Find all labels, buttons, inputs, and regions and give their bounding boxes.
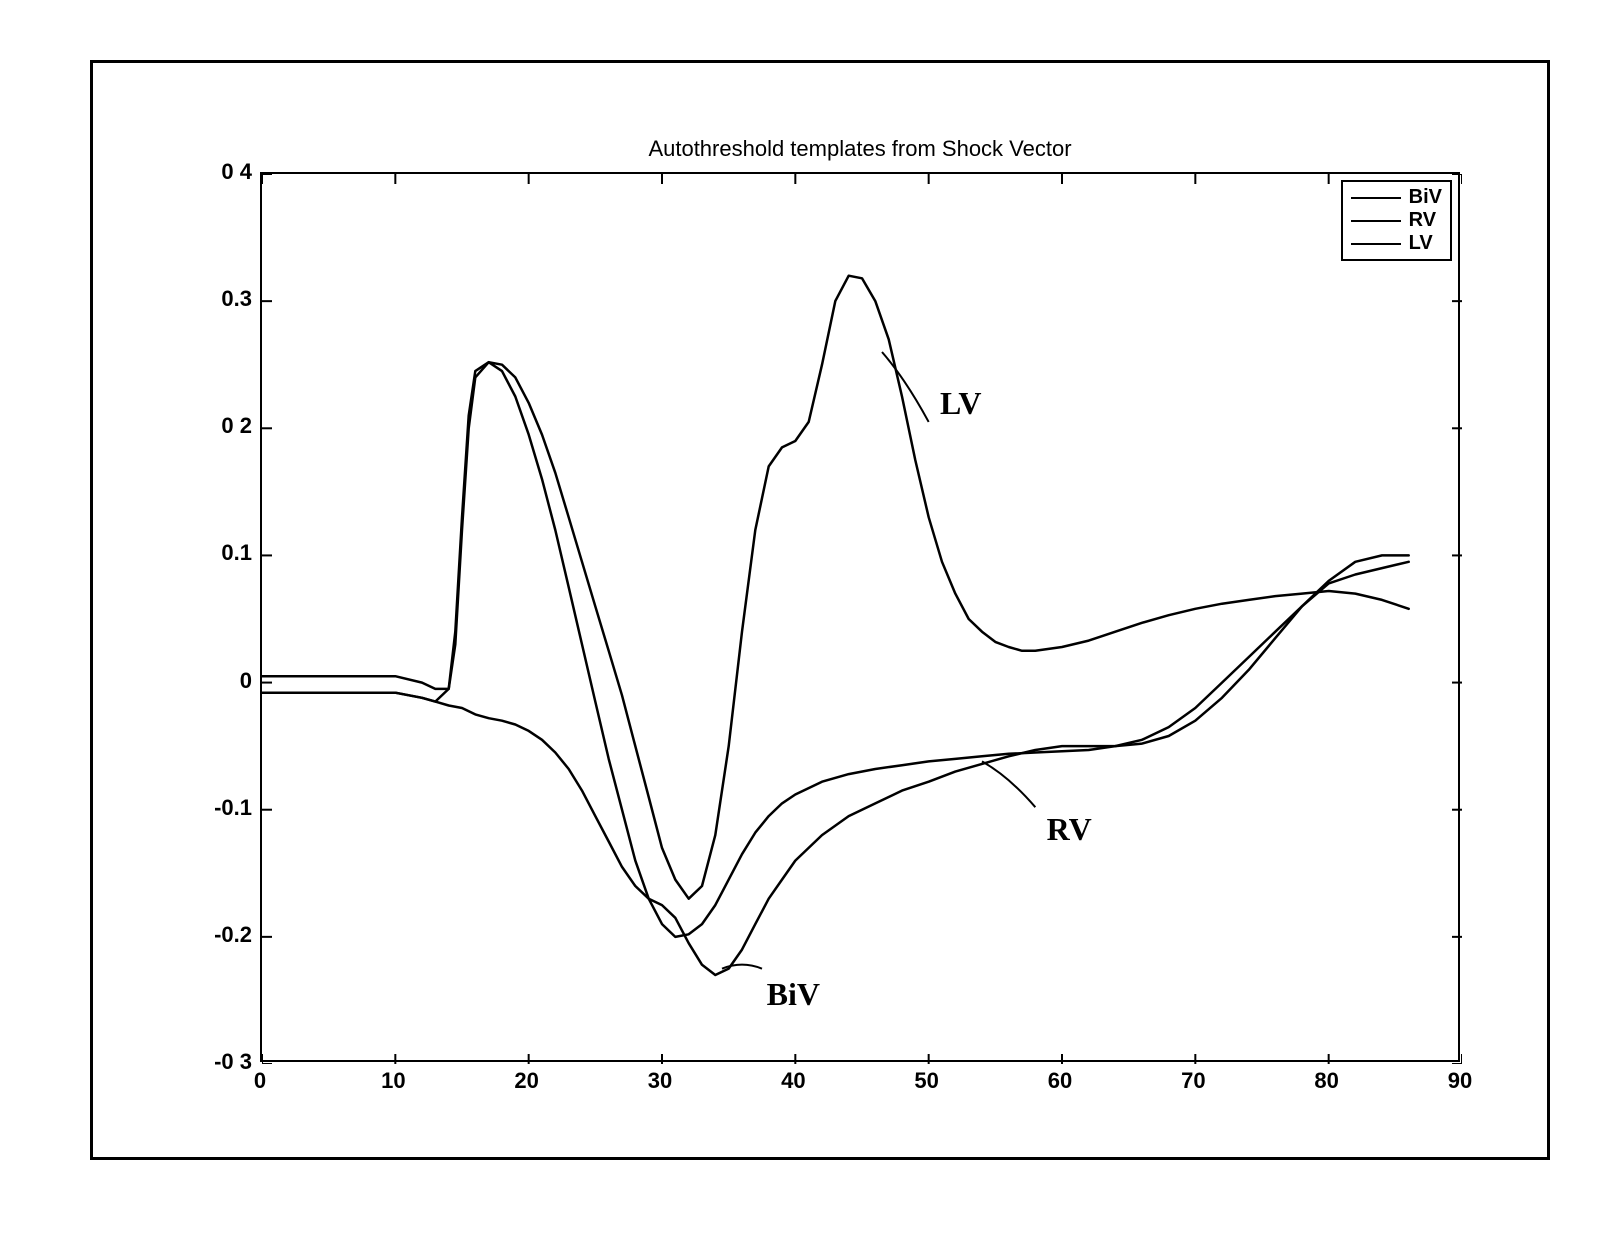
x-tick-label: 60 [1030,1068,1090,1094]
plot-area: BiVRVLV [260,172,1460,1062]
page: Autothreshold templates from Shock Vecto… [0,0,1624,1259]
x-tick-label: 20 [497,1068,557,1094]
series-lv [262,276,1409,899]
chart-title: Autothreshold templates from Shock Vecto… [260,136,1460,162]
y-tick-label: 0 [182,668,252,694]
y-tick-label: -0.2 [182,922,252,948]
legend-item: LV [1351,232,1442,255]
y-tick-label: -0 3 [182,1049,252,1075]
legend-swatch [1351,220,1401,222]
y-tick-label: 0.1 [182,540,252,566]
legend-item: BiV [1351,186,1442,209]
legend-label: BiV [1409,186,1442,209]
x-tick-label: 70 [1163,1068,1223,1094]
y-tick-label: 0 4 [182,159,252,185]
curve-annotation-biv: BiV [767,976,820,1013]
series-rv [262,362,1409,937]
x-tick-label: 30 [630,1068,690,1094]
y-tick-label: 0.3 [182,286,252,312]
legend-swatch [1351,243,1401,245]
legend-label: RV [1409,209,1436,232]
x-tick-label: 50 [897,1068,957,1094]
y-tick-label: 0 2 [182,413,252,439]
annotation-leader [982,761,1035,807]
curve-annotation-rv: RV [1047,811,1092,848]
series-biv [262,555,1409,975]
curve-annotation-lv: LV [940,385,982,422]
legend-swatch [1351,197,1401,199]
y-tick-label: -0.1 [182,795,252,821]
x-tick-label: 10 [363,1068,423,1094]
legend: BiVRVLV [1341,180,1452,261]
x-tick-label: 80 [1297,1068,1357,1094]
plot-svg [262,174,1462,1064]
x-tick-label: 90 [1430,1068,1490,1094]
legend-label: LV [1409,232,1433,255]
legend-item: RV [1351,209,1442,232]
x-tick-label: 40 [763,1068,823,1094]
